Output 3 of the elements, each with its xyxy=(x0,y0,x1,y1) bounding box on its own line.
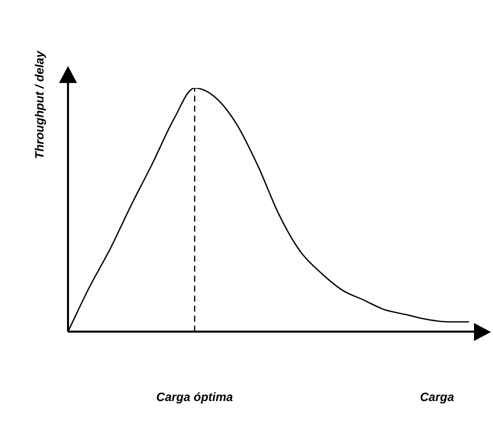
x-axis-title: Carga xyxy=(420,390,454,404)
text: Carga óptima xyxy=(156,390,234,404)
y-axis-title: Throughput / delay xyxy=(32,50,46,159)
